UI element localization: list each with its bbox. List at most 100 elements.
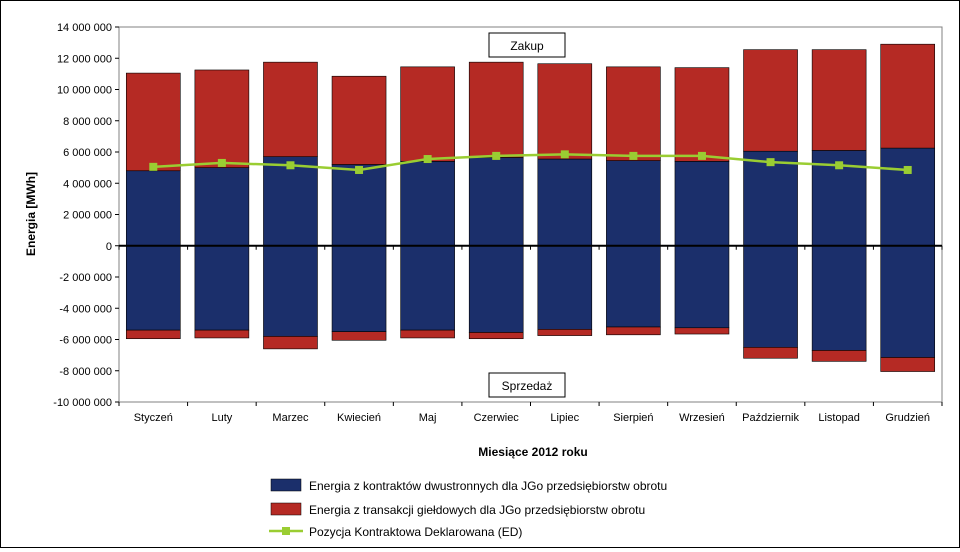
- bar-bilateral-purchase: [537, 158, 593, 247]
- bar-bilateral-sale: [125, 245, 181, 331]
- bar-bilateral-purchase: [468, 157, 524, 247]
- bar-bilateral-purchase: [880, 147, 936, 247]
- bar-bilateral-sale: [468, 245, 524, 333]
- y-tick-label: 12 000 000: [57, 53, 112, 65]
- y-tick-label: 2 000 000: [63, 210, 112, 222]
- purchase-label: Zakup: [510, 39, 544, 53]
- x-tick-label: Marzec: [272, 412, 309, 424]
- declared-position-marker: [835, 161, 844, 170]
- declared-position-marker: [149, 162, 158, 171]
- bar-exchange-sale: [674, 327, 730, 335]
- bar-exchange-purchase: [880, 43, 936, 149]
- x-tick-label: Luty: [211, 412, 232, 424]
- legend: Energia z kontraktów dwustronnych dla JG…: [269, 478, 667, 539]
- x-tick-label: Styczeń: [134, 412, 173, 424]
- legend-swatch-exchange: [270, 502, 302, 516]
- x-tick-label: Październik: [742, 412, 799, 424]
- bar-exchange-purchase: [743, 49, 798, 152]
- x-tick-label: Wrzesień: [679, 412, 725, 424]
- declared-position-marker: [560, 150, 569, 159]
- bar-exchange-sale: [606, 326, 661, 336]
- y-tick-label: -8 000 000: [59, 366, 112, 378]
- x-tick-label: Lipiec: [550, 412, 579, 424]
- legend-marker-declared: [282, 527, 290, 535]
- bar-bilateral-purchase: [674, 161, 730, 247]
- declared-position-marker: [217, 158, 226, 167]
- bar-exchange-purchase: [537, 63, 593, 160]
- declared-position-line: [153, 153, 908, 172]
- bar-exchange-purchase: [125, 72, 181, 172]
- bar-bilateral-sale: [400, 245, 455, 331]
- x-ticks: Styczeń Luty Marzec Kwiecień Maj Czerwiec Lipi…: [118, 245, 943, 424]
- bar-exchange-purchase: [263, 61, 318, 157]
- bar-bilateral-purchase: [194, 167, 250, 247]
- declared-position-marker: [286, 161, 295, 170]
- legend-label-exchange: Energia z transakcji giełdowych dla JGo …: [309, 503, 645, 517]
- purchase-annotation: Zakup: [488, 32, 566, 58]
- sale-annotation: Sprzedaż: [488, 372, 566, 398]
- bar-exchange-sale: [331, 331, 387, 341]
- bar-bilateral-purchase: [743, 150, 798, 247]
- bar-bilateral-purchase: [400, 161, 455, 247]
- y-tick-label: -10 000 000: [53, 397, 112, 409]
- x-tick-label: Maj: [419, 412, 437, 424]
- declared-position-marker: [423, 155, 432, 164]
- plot-area: [118, 26, 943, 403]
- y-tick-label: 14 000 000: [57, 22, 112, 34]
- bar-bilateral-sale: [194, 245, 250, 331]
- bar-exchange-purchase: [400, 66, 455, 162]
- y-tick-label: 10 000 000: [57, 85, 112, 97]
- y-tick-label: -6 000 000: [59, 335, 112, 347]
- bar-exchange-purchase: [606, 66, 661, 161]
- bar-bilateral-sale: [331, 245, 387, 332]
- y-tick-label: 6 000 000: [63, 147, 112, 159]
- x-axis-title: Miesiące 2012 roku: [478, 445, 587, 459]
- x-tick-label: Czerwiec: [474, 412, 520, 424]
- y-axis-title: Energia [MWh]: [24, 172, 38, 256]
- bar-bilateral-purchase: [263, 156, 318, 247]
- declared-position-marker: [697, 151, 706, 160]
- x-tick-label: Kwiecień: [337, 412, 381, 424]
- bar-exchange-purchase: [194, 69, 250, 168]
- bar-exchange-sale: [400, 329, 455, 339]
- y-tick-label: -4 000 000: [59, 303, 112, 315]
- bar-exchange-sale: [125, 329, 181, 340]
- declared-position-marker: [766, 158, 775, 167]
- bar-bilateral-sale: [743, 245, 798, 348]
- x-tick-label: Grudzień: [885, 412, 930, 424]
- legend-swatch-bilateral: [270, 478, 302, 492]
- x-tick-label: Sierpień: [613, 412, 653, 424]
- bar-bilateral-sale: [674, 245, 730, 329]
- bar-bilateral-purchase: [331, 164, 387, 247]
- y-tick-label: 0: [106, 241, 112, 253]
- bar-bilateral-sale: [606, 245, 661, 328]
- bar-exchange-sale: [468, 332, 524, 340]
- declared-position-marker: [903, 165, 912, 174]
- bar-bilateral-sale: [880, 245, 936, 358]
- bar-exchange-purchase: [811, 49, 867, 151]
- bars-group: [125, 43, 936, 372]
- bar-exchange-sale: [811, 350, 867, 362]
- bar-exchange-sale: [263, 336, 318, 350]
- bar-exchange-purchase: [674, 67, 730, 162]
- bar-bilateral-purchase: [125, 170, 181, 247]
- bar-bilateral-sale: [811, 245, 867, 351]
- bar-bilateral-sale: [263, 245, 318, 337]
- bar-exchange-sale: [880, 357, 936, 372]
- y-ticks: -10 000 000 -8 000 000 -6 000 000 -4 000 00…: [53, 22, 119, 409]
- bar-exchange-sale: [537, 329, 593, 336]
- bar-bilateral-purchase: [606, 160, 661, 247]
- bar-exchange-purchase: [468, 61, 524, 158]
- x-tick-label: Listopad: [818, 412, 860, 424]
- legend-label-declared: Pozycja Kontraktowa Deklarowana (ED): [309, 525, 522, 539]
- declared-position-marker: [492, 151, 501, 160]
- bar-bilateral-sale: [537, 245, 593, 330]
- bar-exchange-sale: [743, 347, 798, 359]
- legend-label-bilateral: Energia z kontraktów dwustronnych dla JG…: [309, 479, 667, 493]
- bar-exchange-purchase: [331, 75, 387, 165]
- declared-position-marker: [629, 151, 638, 160]
- sale-label: Sprzedaż: [502, 379, 553, 393]
- declared-position-line-group: [149, 150, 912, 174]
